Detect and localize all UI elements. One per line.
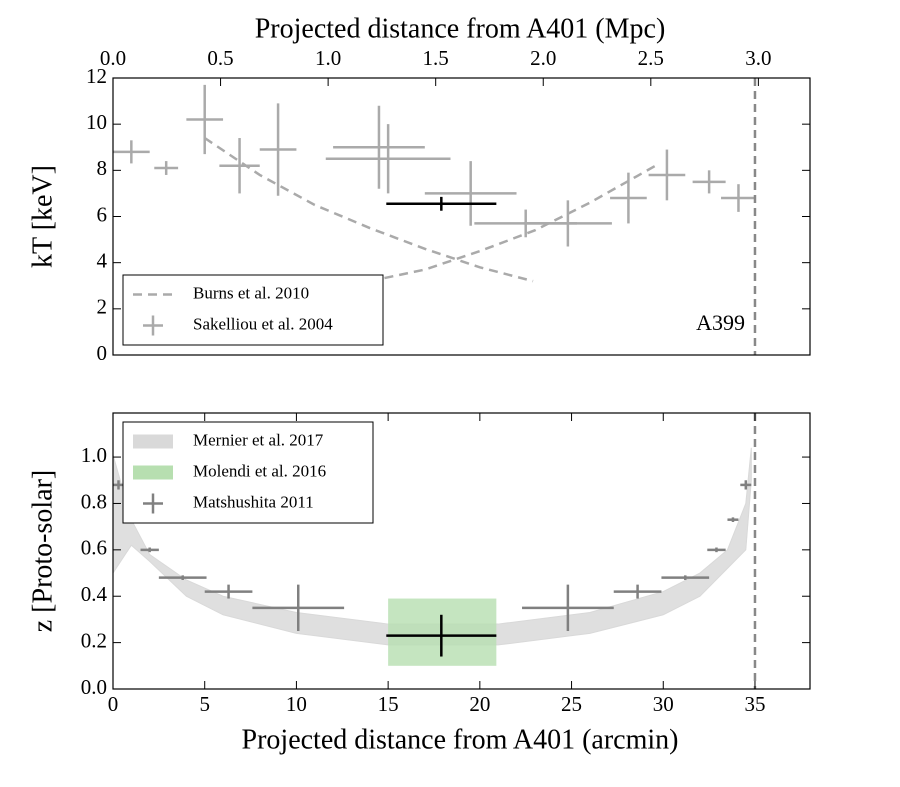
legend-label: Sakelliou et al. 2004 — [193, 314, 333, 333]
y-tick-label: 0.8 — [81, 489, 107, 513]
y-tick-label: 10 — [86, 110, 107, 134]
x2-tick-label: 2.5 — [638, 46, 664, 70]
dashed-line — [204, 136, 661, 283]
legend-label: Molendi et al. 2016 — [193, 461, 326, 480]
x-tick-label: 0 — [108, 692, 119, 716]
panel: 0 2 4 6 8 10 120.0 0.5 1.0 1.5 2.0 2.5 3.0 Projected … — [27, 13, 811, 365]
x2-tick-label: 3.0 — [745, 46, 771, 70]
plot-area — [113, 447, 752, 666]
x2-axis-label: Projected distance from A401 (Mpc) — [255, 13, 666, 44]
y-tick-label: 1.0 — [81, 443, 107, 467]
x-tick-label: 15 — [378, 692, 399, 716]
y-tick-label: 0.4 — [81, 582, 108, 606]
legend-label: Matshushita 2011 — [193, 492, 314, 511]
x2-tick-label: 1.5 — [423, 46, 449, 70]
x-axis-label: Projected distance from A401 (arcmin) — [242, 724, 679, 755]
legend-swatch — [133, 465, 173, 480]
x-tick-label: 20 — [469, 692, 490, 716]
y-tick-label: 12 — [86, 64, 107, 88]
y-tick-label: 0.2 — [81, 628, 107, 652]
y-axis-label: z [Proto-solar] — [27, 470, 58, 633]
y-tick-label: 0.0 — [81, 675, 107, 699]
legend-swatch — [133, 434, 173, 449]
y-tick-label: 0.6 — [81, 536, 107, 560]
y-tick-label: 0 — [97, 341, 108, 365]
x2-tick-label: 0.0 — [100, 46, 126, 70]
y-axis-label: kT [keV] — [27, 165, 58, 268]
y-tick-label: 4 — [97, 248, 108, 272]
plot-area — [113, 84, 756, 283]
x2-tick-label: 1.0 — [315, 46, 341, 70]
legend-label: Burns et al. 2010 — [193, 283, 309, 302]
x-tick-label: 10 — [286, 692, 307, 716]
x-tick-label: 35 — [744, 692, 765, 716]
y-tick-label: 2 — [97, 295, 108, 319]
legend-label: Mernier et al. 2017 — [193, 430, 324, 449]
x-tick-label: 5 — [199, 692, 210, 716]
axes-frame — [112, 412, 811, 690]
legend-box — [122, 274, 384, 346]
annotation: A399 — [696, 310, 745, 335]
y-tick-label: 8 — [97, 156, 108, 180]
x-tick-label: 30 — [653, 692, 674, 716]
y-tick-label: 6 — [97, 202, 108, 226]
panel: 0.0 0.2 0.4 0.6 0.8 1.0 0 5 10 15 20 25 30 35 Projecte… — [27, 412, 811, 755]
x-tick-label: 25 — [561, 692, 582, 716]
x2-tick-label: 0.5 — [207, 46, 233, 70]
x2-tick-label: 2.0 — [530, 46, 556, 70]
